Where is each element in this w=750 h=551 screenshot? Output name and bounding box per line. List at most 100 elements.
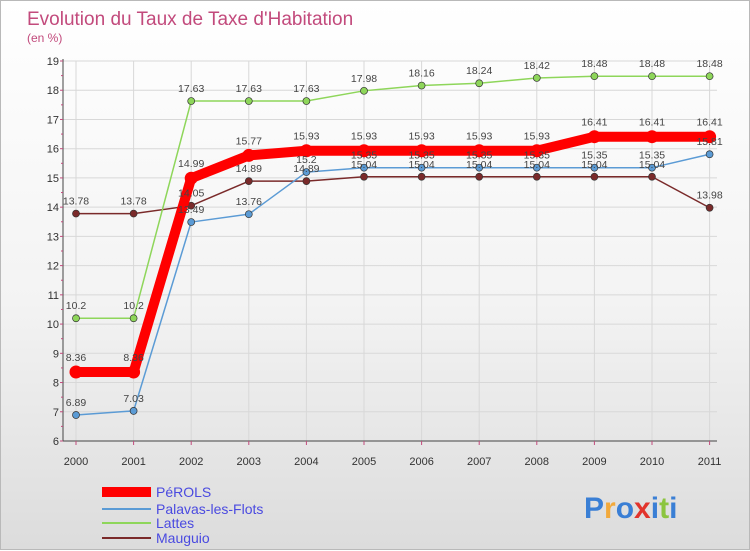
data-point bbox=[530, 144, 544, 158]
data-point bbox=[648, 163, 656, 172]
logo-letter: o bbox=[616, 492, 634, 525]
data-label: 10.2 bbox=[123, 300, 144, 312]
data-point bbox=[648, 72, 656, 81]
data-label: 15.35 bbox=[639, 150, 665, 162]
data-label: 15.35 bbox=[408, 150, 434, 162]
data-label: 15.2 bbox=[296, 154, 317, 166]
logo-letter: r bbox=[604, 492, 616, 525]
data-label: 15.35 bbox=[524, 150, 550, 162]
data-label: 15.93 bbox=[408, 131, 434, 143]
data-label: 15.04 bbox=[581, 159, 607, 171]
data-label: 8.36 bbox=[123, 352, 144, 364]
data-point bbox=[244, 210, 253, 219]
x-tick-label: 2000 bbox=[64, 456, 88, 468]
proxiti-logo: Proxiti bbox=[584, 492, 677, 525]
data-label: 17.63 bbox=[293, 83, 319, 95]
data-label: 18.24 bbox=[466, 65, 492, 77]
data-point bbox=[590, 172, 599, 181]
data-label: 13.98 bbox=[696, 190, 722, 202]
data-point bbox=[129, 314, 138, 323]
logo-letter: i bbox=[669, 492, 677, 525]
x-tick-label: 2001 bbox=[121, 456, 145, 468]
data-point bbox=[127, 365, 141, 379]
x-tick-label: 2002 bbox=[179, 456, 203, 468]
data-label: 14.89 bbox=[293, 163, 319, 175]
data-label: 15.93 bbox=[466, 131, 492, 143]
data-point bbox=[360, 172, 368, 181]
data-point bbox=[475, 163, 484, 172]
data-point bbox=[244, 97, 253, 105]
data-point bbox=[129, 407, 138, 415]
data-point bbox=[645, 130, 659, 144]
data-label: 7.03 bbox=[123, 393, 144, 405]
data-label: 15.35 bbox=[466, 150, 492, 162]
data-point bbox=[129, 209, 138, 218]
data-point bbox=[184, 171, 198, 185]
data-label: 15.35 bbox=[581, 150, 607, 162]
data-point bbox=[72, 411, 80, 419]
logo-letter: x bbox=[634, 492, 651, 525]
data-label: 8.36 bbox=[66, 352, 87, 364]
data-point bbox=[302, 177, 311, 185]
x-tick-label: 2005 bbox=[352, 456, 376, 468]
x-tick-label: 2003 bbox=[237, 456, 261, 468]
data-point bbox=[587, 130, 601, 144]
data-label: 15.04 bbox=[408, 159, 434, 171]
data-point bbox=[590, 72, 599, 81]
x-axis-ticks: 2000 2001 2002 2003 2004 2005 2006 2007 2008 2009… bbox=[64, 441, 722, 468]
data-point bbox=[360, 86, 368, 95]
y-tick-label: 14 bbox=[47, 202, 59, 214]
data-point bbox=[72, 209, 80, 218]
data-label: 17.98 bbox=[351, 73, 377, 85]
data-point bbox=[415, 144, 429, 158]
data-labels: 8.36 8.36 14.99 15.77 15.93 15.93 15.93 15.93 15… bbox=[63, 58, 723, 409]
data-label: 15.04 bbox=[351, 159, 377, 171]
legend-label: PéROLS bbox=[156, 484, 211, 500]
data-point bbox=[532, 163, 541, 172]
axes bbox=[60, 59, 717, 442]
y-tick-label: 17 bbox=[47, 114, 59, 126]
data-label: 10.2 bbox=[66, 300, 87, 312]
data-point bbox=[187, 218, 196, 226]
y-tick-label: 18 bbox=[47, 85, 59, 97]
data-label: 15.77 bbox=[236, 135, 262, 147]
series-layer bbox=[69, 72, 717, 419]
data-label: 13.76 bbox=[236, 196, 262, 208]
data-label: 17.63 bbox=[178, 83, 204, 95]
x-tick-label: 2011 bbox=[698, 456, 722, 468]
data-label: 13.78 bbox=[120, 196, 146, 208]
data-label: 15.04 bbox=[639, 159, 665, 171]
data-point bbox=[648, 172, 656, 181]
data-point bbox=[357, 144, 371, 158]
logo-letter: t bbox=[659, 492, 669, 525]
data-point bbox=[532, 172, 541, 181]
data-point bbox=[475, 79, 484, 88]
x-tick-label: 2009 bbox=[582, 456, 606, 468]
legend-label: Palavas-les-Flots bbox=[156, 501, 263, 517]
data-point bbox=[590, 163, 599, 172]
y-tick-label: 16 bbox=[47, 144, 59, 156]
data-label: 18.42 bbox=[524, 60, 550, 72]
y-tick-label: 9 bbox=[53, 348, 59, 360]
data-point bbox=[299, 144, 313, 158]
data-label: 17.63 bbox=[236, 83, 262, 95]
x-tick-label: 2004 bbox=[294, 456, 318, 468]
data-point bbox=[360, 163, 368, 172]
data-label: 15.93 bbox=[293, 131, 319, 143]
logo-letter: P bbox=[584, 492, 604, 525]
data-point bbox=[703, 130, 717, 144]
data-point bbox=[72, 314, 80, 323]
data-label: 15.93 bbox=[524, 131, 550, 143]
data-label: 15.04 bbox=[524, 159, 550, 171]
data-label: 14.99 bbox=[178, 158, 204, 170]
data-point bbox=[242, 148, 256, 162]
data-point bbox=[475, 172, 484, 181]
data-label: 15.93 bbox=[351, 131, 377, 143]
data-point bbox=[705, 72, 714, 81]
y-tick-label: 19 bbox=[47, 56, 59, 68]
data-point bbox=[69, 365, 83, 379]
data-label: 16.41 bbox=[581, 117, 607, 129]
y-tick-label: 10 bbox=[47, 319, 59, 331]
grid bbox=[63, 60, 717, 441]
data-label: 18.48 bbox=[696, 58, 722, 70]
